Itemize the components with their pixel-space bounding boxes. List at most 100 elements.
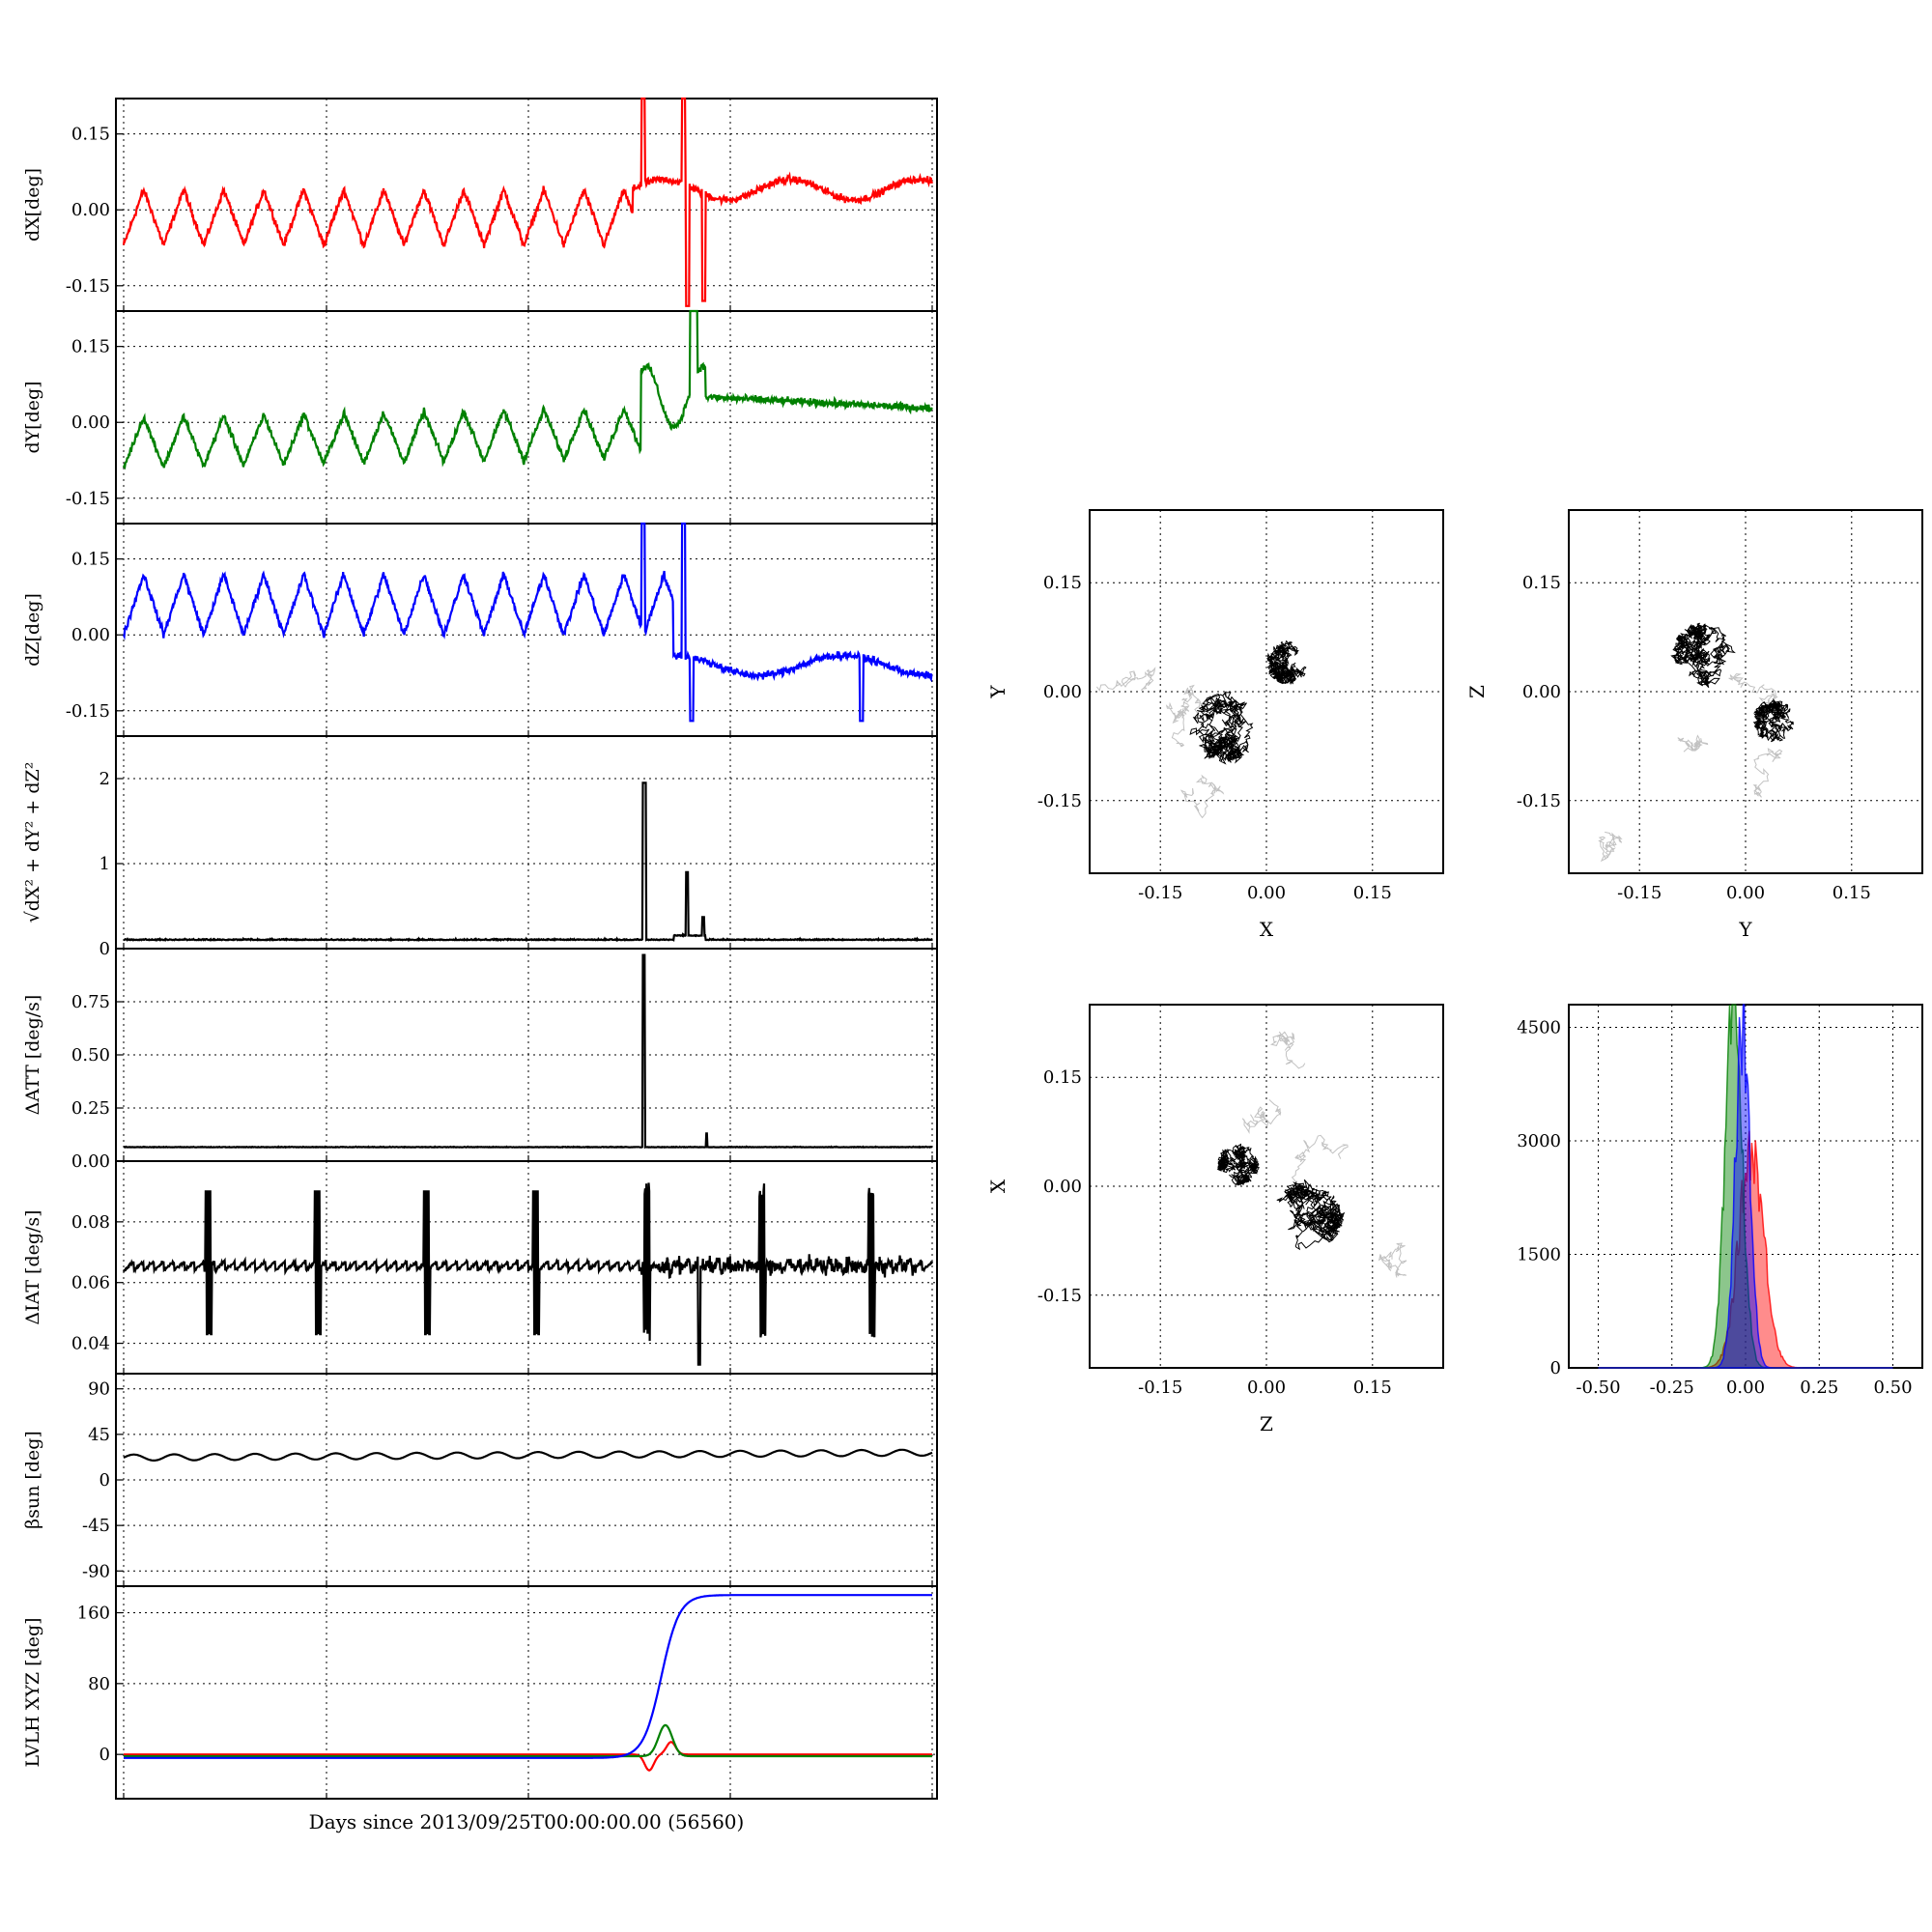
y-tick-label: 45 [88, 1425, 110, 1445]
scatter-panels: -0.15 0.00 0.15 0.15 0.00 -0.15 X Y -0.15 0.00 0.1… [986, 509, 1923, 1435]
trajectory-cluster [1670, 622, 1736, 689]
panel-hist: -0.50 -0.25 0.00 0.25 0.50 4500 3000 1500 0 [1517, 1004, 1923, 1398]
y-axis-label: ΔATT [deg/s] [22, 995, 43, 1116]
y-tick-label: 2 [99, 769, 110, 789]
series-line-dz [123, 522, 933, 723]
trajectory-trail [1728, 673, 1778, 715]
panel-zx: -0.15 0.00 0.15 0.15 0.00 -0.15 Z X [986, 1004, 1444, 1435]
series-line-lvlh_y [124, 1723, 932, 1758]
y-tick-label: -0.15 [1517, 791, 1561, 811]
trajectory-trail [1291, 1134, 1349, 1183]
series-line-mag [123, 781, 933, 943]
x-tick-label: 0.00 [1726, 883, 1765, 903]
trajectory-trail [1269, 1031, 1306, 1069]
trajectory-cluster [1276, 1179, 1346, 1251]
panel-dx: 0.15 0.00 -0.15 dX[deg] [22, 97, 938, 312]
y-tick-label: 0.15 [71, 125, 110, 145]
panel-frame [115, 735, 938, 950]
y-axis-label: Z [1465, 685, 1489, 698]
x-tick-label: -0.50 [1576, 1378, 1620, 1398]
x-tick-label: 0.25 [1800, 1378, 1838, 1398]
x-tick-label: 0.00 [1247, 883, 1286, 903]
trajectory-trail [1165, 701, 1187, 748]
y-axis-label: ΔIAT [deg/s] [22, 1209, 43, 1324]
y-tick-label: 0 [1550, 1358, 1561, 1378]
series-line-diat [122, 1182, 934, 1366]
y-tick-label: 1 [99, 854, 110, 874]
y-tick-label: 0.15 [1043, 1067, 1082, 1088]
y-tick-label: 0.00 [71, 1151, 110, 1172]
panel-frame [115, 310, 938, 525]
y-tick-label: 0.15 [71, 550, 110, 570]
y-tick-label: 0.00 [1522, 682, 1561, 702]
y-tick-label: -0.15 [1037, 791, 1082, 811]
x-tick-label: 0.50 [1873, 1378, 1912, 1398]
y-axis-label: √dX² + dY² + dZ² [22, 762, 43, 923]
y-tick-label: 0.15 [1043, 573, 1082, 593]
series-line-lvlh_x [124, 1741, 932, 1772]
y-tick-label: 80 [88, 1674, 110, 1694]
y-tick-label: 0 [99, 1745, 110, 1765]
y-tick-label: -0.15 [66, 701, 110, 722]
panel-dz: 0.15 0.00 -0.15 dZ[deg] [22, 522, 938, 737]
series-line-lvlh_z [124, 1594, 932, 1759]
y-axis-label: dZ[deg] [22, 593, 43, 667]
panel-frame [115, 98, 938, 312]
x-tick-label: -0.15 [1138, 883, 1182, 903]
y-tick-label: 0.25 [71, 1098, 110, 1119]
y-tick-label: -0.15 [66, 489, 110, 509]
y-tick-label: 3000 [1517, 1131, 1561, 1151]
y-axis-label: dY[deg] [22, 381, 43, 453]
x-axis-label: Z [1260, 1412, 1273, 1435]
trajectory-trail [1598, 831, 1623, 863]
trajectory-cluster [1752, 697, 1794, 743]
trajectory-trail [1241, 1099, 1282, 1134]
y-tick-label: -0.15 [66, 276, 110, 297]
x-tick-label: 0.00 [1726, 1378, 1765, 1398]
time-series-panels: 0.15 0.00 -0.15 dX[deg] 0.15 0.00 -0.15 dY[deg]… [22, 97, 938, 1800]
panel-beta: 90 45 0 -45 -90 βsun [deg] [22, 1373, 938, 1587]
y-axis-label: LVLH XYZ [deg] [22, 1617, 43, 1767]
y-tick-label: 1500 [1517, 1245, 1561, 1265]
panel-lvlh: 160 80 0 LVLH XYZ [deg] [22, 1585, 938, 1800]
panel-mag: 2 1 0 √dX² + dY² + dZ² [22, 735, 938, 959]
x-tick-label: 0.00 [1247, 1378, 1286, 1398]
trajectory-cluster [1189, 691, 1254, 765]
y-tick-label: 0 [99, 1470, 110, 1491]
y-tick-label: -45 [82, 1516, 110, 1536]
y-tick-label: 0.75 [71, 992, 110, 1012]
series-line-dx [122, 97, 934, 307]
trajectory-trail [1378, 1242, 1407, 1278]
x-tick-label: -0.25 [1650, 1378, 1694, 1398]
x-axis-label: X [1260, 918, 1274, 941]
y-axis-label: βsun [deg] [22, 1431, 43, 1529]
y-tick-label: 0.04 [71, 1334, 110, 1354]
panel-yz: -0.15 0.00 0.15 0.15 0.00 -0.15 Y Z [1465, 509, 1923, 941]
x-tick-label: -0.15 [1617, 883, 1662, 903]
x-axis-label: Y [1738, 918, 1752, 941]
trajectory-cluster [1216, 1143, 1260, 1186]
y-tick-label: 90 [88, 1379, 110, 1400]
histogram-area [1598, 1004, 1893, 1369]
panel-xy: -0.15 0.00 0.15 0.15 0.00 -0.15 X Y [986, 509, 1444, 941]
y-axis-label: X [986, 1179, 1009, 1193]
x-tick-label: 0.15 [1353, 1378, 1392, 1398]
series-line-dy [122, 309, 933, 470]
y-tick-label: -0.15 [1037, 1286, 1082, 1306]
x-axis-label: Days since 2013/09/25T00:00:00.00 (56560… [309, 1810, 745, 1833]
series-line-beta [123, 1448, 933, 1462]
x-tick-label: 0.15 [1833, 883, 1871, 903]
panel-dy: 0.15 0.00 -0.15 dY[deg] [22, 309, 938, 525]
y-tick-label: -90 [82, 1561, 110, 1581]
y-tick-label: 0.00 [1043, 682, 1082, 702]
series-line-datt [123, 953, 933, 1150]
trajectory-trail [1677, 734, 1709, 753]
trajectory-cluster [1266, 639, 1307, 686]
x-tick-label: -0.15 [1138, 1378, 1182, 1398]
trajectory-trail [1179, 774, 1225, 819]
y-tick-label: 0.08 [71, 1212, 110, 1233]
panel-frame [115, 1585, 938, 1800]
y-tick-label: 0.15 [71, 337, 110, 357]
y-tick-label: 160 [77, 1604, 110, 1624]
